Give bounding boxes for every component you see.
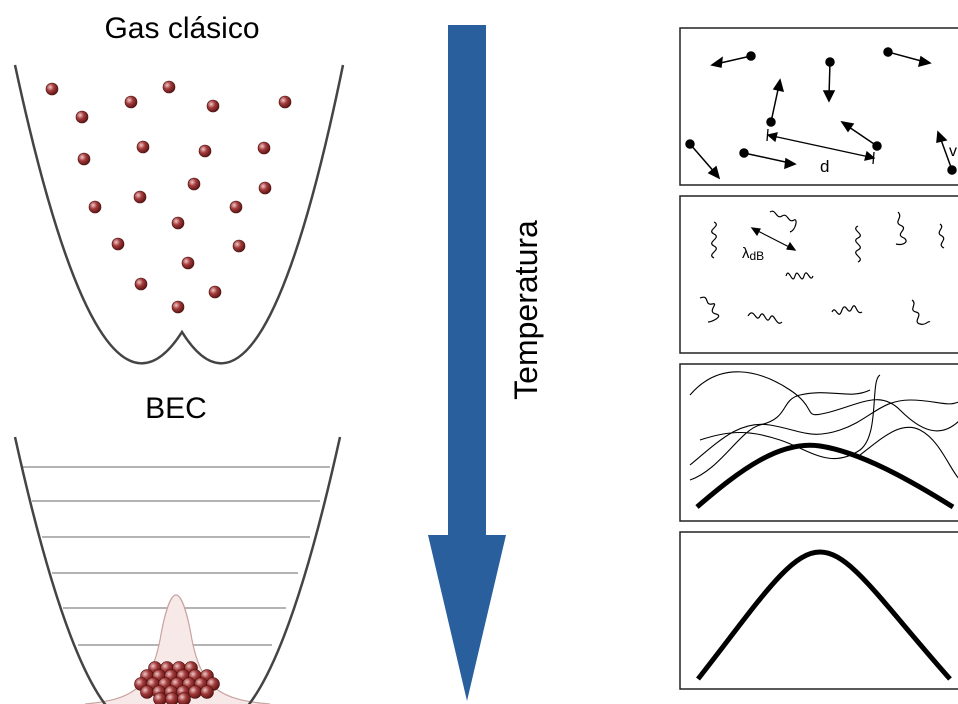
wave-packets — [699, 210, 945, 326]
gas-particle — [45, 82, 59, 96]
velocity-label: v — [949, 143, 957, 160]
gas-particle — [258, 181, 272, 195]
gas-particle — [181, 256, 195, 270]
gas-particle — [206, 99, 220, 113]
gas-particle — [88, 200, 102, 214]
temperature-label: Temperatura — [508, 220, 544, 400]
de-broglie-wavelength-marker — [750, 227, 797, 251]
gas-particle — [77, 152, 91, 166]
bec-particle — [177, 692, 191, 704]
gas-particle — [75, 110, 89, 124]
gas-particle — [162, 80, 176, 94]
panel-overlapping-waves — [679, 363, 958, 522]
bec-particle — [140, 685, 154, 699]
gas-particle — [171, 216, 185, 230]
classical-gas-title: Gas clásico — [104, 12, 259, 45]
gas-particle — [124, 95, 138, 109]
condensate-wavefunction — [696, 549, 952, 681]
gas-particle — [208, 285, 222, 299]
partial-condensate-wave — [695, 442, 955, 510]
panel-wave-packets — [679, 195, 958, 354]
bec-particle — [200, 685, 214, 699]
gas-particle — [198, 144, 212, 158]
gas-particle — [232, 239, 246, 253]
panel-condensate — [679, 531, 958, 690]
temperature-arrow — [428, 25, 506, 701]
lambda-symbol: λ — [742, 245, 750, 262]
gas-particle — [229, 200, 243, 214]
lambda-label: λdB — [742, 245, 764, 263]
bec-title: BEC — [145, 392, 207, 425]
lambda-subscript: dB — [750, 249, 765, 263]
bec-particle — [153, 692, 167, 704]
bec-particle — [188, 685, 202, 699]
interparticle-distance-marker — [766, 128, 876, 165]
gas-particle — [257, 141, 271, 155]
gas-particle — [134, 277, 148, 291]
classical-gas-particles — [45, 80, 292, 314]
gas-particle — [133, 190, 147, 204]
bec-particle — [165, 692, 179, 704]
gas-particle — [187, 177, 201, 191]
classical-particle-arrows — [685, 47, 957, 180]
distance-label: d — [820, 157, 829, 176]
classical-gas-trap — [13, 64, 345, 365]
gas-particle — [278, 95, 292, 109]
overlapping-wavefunctions — [689, 371, 958, 481]
gas-particle — [171, 300, 185, 314]
gas-particle — [111, 237, 125, 251]
panel-classical — [679, 27, 958, 186]
bec-condensate-particles — [134, 661, 220, 704]
gas-particle — [136, 140, 150, 154]
